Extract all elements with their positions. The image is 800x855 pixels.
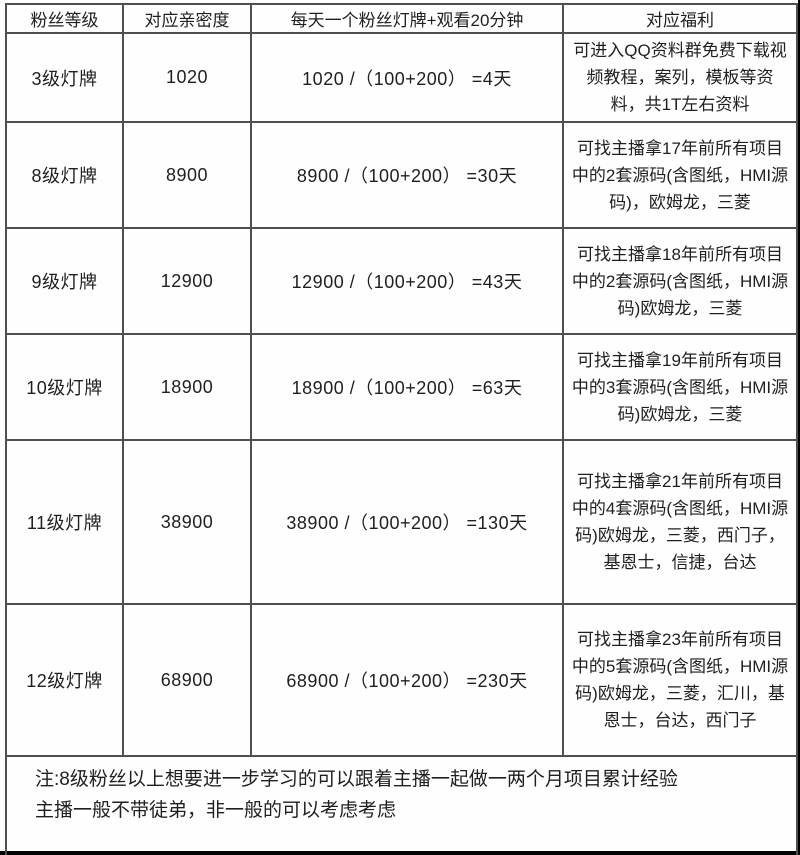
cell-calc: 38900 /（100+200） =130天 <box>250 439 564 605</box>
fan-level-table-sheet: 粉丝等级 对应亲密度 每天一个粉丝灯牌+观看20分钟 对应福利 3级灯牌 102… <box>5 3 798 855</box>
cell-benefit: 可进入QQ资料群免费下载视频教程，案列，模板等资料，共1T左右资料 <box>562 32 798 123</box>
header-benefit: 对应福利 <box>562 3 798 34</box>
cell-calc: 12900 /（100+200） =43天 <box>250 227 564 335</box>
cell-level: 10级灯牌 <box>5 333 124 441</box>
cell-level: 3级灯牌 <box>5 32 124 123</box>
footnote-row: 注:8级粉丝以上想要进一步学习的可以跟着主播一起做一两个月项目累计经验 主播一般… <box>5 755 798 855</box>
cell-intimacy: 12900 <box>122 227 252 335</box>
cell-level: 11级灯牌 <box>5 439 124 605</box>
fan-level-benefit-table: 粉丝等级 对应亲密度 每天一个粉丝灯牌+观看20分钟 对应福利 3级灯牌 102… <box>5 3 798 855</box>
cell-intimacy: 8900 <box>122 121 252 229</box>
table-row: 8级灯牌 8900 8900 /（100+200） =30天 可找主播拿17年前… <box>5 121 798 229</box>
cell-calc: 68900 /（100+200） =230天 <box>250 603 564 757</box>
table-row: 12级灯牌 68900 68900 /（100+200） =230天 可找主播拿… <box>5 603 798 757</box>
table-row: 3级灯牌 1020 1020 /（100+200） =4天 可进入QQ资料群免费… <box>5 32 798 123</box>
cell-benefit: 可找主播拿17年前所有项目中的2套源码(含图纸，HMI源码)，欧姆龙，三菱 <box>562 121 798 229</box>
cell-level: 12级灯牌 <box>5 603 124 757</box>
footnote-line-2: 主播一般不带徒弟，非一般的可以考虑考虑 <box>35 800 397 821</box>
cell-intimacy: 1020 <box>122 32 252 123</box>
cell-benefit: 可找主播拿18年前所有项目中的2套源码(含图纸，HMI源码)欧姆龙，三菱 <box>562 227 798 335</box>
table-row: 10级灯牌 18900 18900 /（100+200） =63天 可找主播拿1… <box>5 333 798 441</box>
cell-intimacy: 68900 <box>122 603 252 757</box>
cell-benefit: 可找主播拿21年前所有项目中的4套源码(含图纸，HMI源码)欧姆龙，三菱，西门子… <box>562 439 798 605</box>
cell-intimacy: 18900 <box>122 333 252 441</box>
cell-level: 8级灯牌 <box>5 121 124 229</box>
header-intimacy: 对应亲密度 <box>122 3 252 34</box>
footnote-line-1: 注:8级粉丝以上想要进一步学习的可以跟着主播一起做一两个月项目累计经验 <box>35 769 678 790</box>
header-fan-level: 粉丝等级 <box>5 3 124 34</box>
cell-intimacy: 38900 <box>122 439 252 605</box>
table-row: 9级灯牌 12900 12900 /（100+200） =43天 可找主播拿18… <box>5 227 798 335</box>
table-header-row: 粉丝等级 对应亲密度 每天一个粉丝灯牌+观看20分钟 对应福利 <box>5 3 798 34</box>
cell-calc: 8900 /（100+200） =30天 <box>250 121 564 229</box>
cell-calc: 1020 /（100+200） =4天 <box>250 32 564 123</box>
cell-calc: 18900 /（100+200） =63天 <box>250 333 564 441</box>
footnote-cell: 注:8级粉丝以上想要进一步学习的可以跟着主播一起做一两个月项目累计经验 主播一般… <box>5 755 798 855</box>
cell-benefit: 可找主播拿23年前所有项目中的5套源码(含图纸，HMI源码)欧姆龙，三菱，汇川，… <box>562 603 798 757</box>
table-row: 11级灯牌 38900 38900 /（100+200） =130天 可找主播拿… <box>5 439 798 605</box>
cell-level: 9级灯牌 <box>5 227 124 335</box>
cell-benefit: 可找主播拿19年前所有项目中的3套源码(含图纸，HMI源码)欧姆龙，三菱 <box>562 333 798 441</box>
header-daily-calc: 每天一个粉丝灯牌+观看20分钟 <box>250 3 564 34</box>
